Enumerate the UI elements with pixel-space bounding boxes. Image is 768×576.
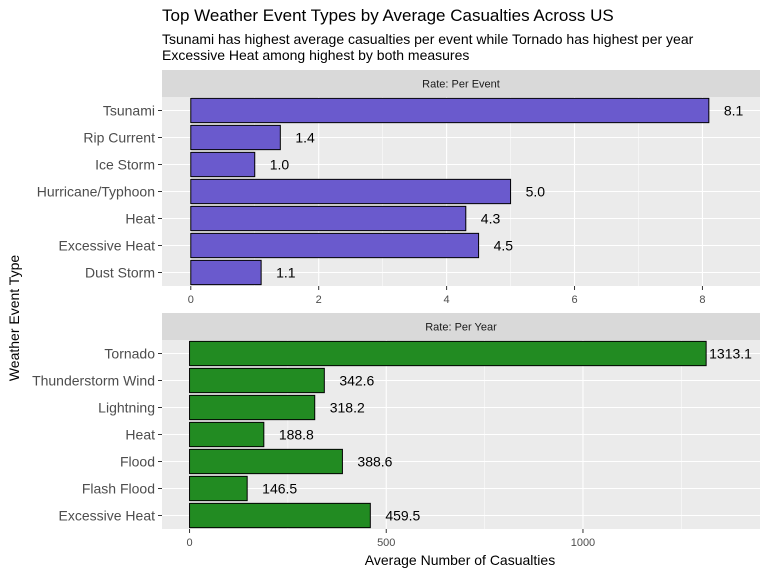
data-label: 459.5 bbox=[385, 508, 420, 524]
data-label: 1313.1 bbox=[709, 346, 752, 362]
category-label: Flash Flood bbox=[82, 481, 155, 497]
data-label: 342.6 bbox=[339, 373, 374, 389]
bar-6 bbox=[189, 475, 248, 502]
bar-6 bbox=[190, 232, 480, 259]
data-label: 1.4 bbox=[295, 130, 315, 146]
x-tick-label: 2 bbox=[316, 294, 322, 306]
category-label: Hurricane/Typhoon bbox=[37, 184, 155, 200]
x-tick-label: 1000 bbox=[571, 537, 595, 549]
category-label: Lightning bbox=[98, 400, 155, 416]
bar-5 bbox=[189, 448, 343, 475]
data-label: 5.0 bbox=[526, 184, 546, 200]
facet-strip bbox=[162, 313, 760, 340]
bar-3 bbox=[189, 394, 316, 421]
bar-7 bbox=[190, 259, 262, 286]
bar-1 bbox=[189, 340, 707, 367]
data-label: 1.0 bbox=[270, 157, 290, 173]
category-label: Dust Storm bbox=[85, 265, 155, 281]
bar-1 bbox=[190, 97, 710, 124]
facet-strip-label: Rate: Per Event bbox=[422, 79, 500, 91]
bar-7 bbox=[189, 502, 371, 529]
data-label: 4.5 bbox=[494, 238, 514, 254]
category-label: Tornado bbox=[104, 346, 155, 362]
category-label: Excessive Heat bbox=[59, 238, 156, 254]
chart-subtitle: Tsunami has highest average casualties p… bbox=[162, 31, 693, 63]
category-label: Excessive Heat bbox=[59, 508, 156, 524]
x-tick-label: 0 bbox=[186, 537, 192, 549]
bar-3 bbox=[190, 151, 256, 178]
data-label: 8.1 bbox=[724, 103, 744, 119]
facet-panel-1: Rate: Per Event 8.1 Tsunami 1.4 Rip Current 1… bbox=[37, 70, 760, 306]
facet-strip-label: Rate: Per Year bbox=[425, 322, 497, 334]
data-label: 188.8 bbox=[279, 427, 314, 443]
x-axis-title: Average Number of Casualties bbox=[364, 552, 556, 568]
x-tick-label: 0 bbox=[188, 294, 194, 306]
x-tick-label: 4 bbox=[444, 294, 450, 306]
subtitle-line-1: Tsunami has highest average casualties p… bbox=[162, 31, 694, 47]
category-label: Thunderstorm Wind bbox=[32, 373, 155, 389]
data-label: 1.1 bbox=[276, 265, 296, 281]
chart-title: Top Weather Event Types by Average Casua… bbox=[162, 6, 614, 25]
category-label: Flood bbox=[120, 454, 155, 470]
x-tick-label: 500 bbox=[377, 537, 395, 549]
subtitle-line-2: Excessive Heat among highest by both mea… bbox=[162, 47, 470, 63]
bar-2 bbox=[190, 124, 281, 151]
category-label: Heat bbox=[125, 211, 155, 227]
bar-2 bbox=[189, 367, 325, 394]
category-label: Heat bbox=[125, 427, 155, 443]
data-label: 4.3 bbox=[481, 211, 501, 227]
x-tick-label: 6 bbox=[571, 294, 577, 306]
bar-5 bbox=[190, 205, 467, 232]
bar-4 bbox=[189, 421, 265, 448]
bar-4 bbox=[190, 178, 512, 205]
data-label: 318.2 bbox=[330, 400, 365, 416]
x-tick-label: 8 bbox=[699, 294, 705, 306]
facet-strip bbox=[162, 70, 760, 97]
data-label: 146.5 bbox=[262, 481, 297, 497]
category-label: Ice Storm bbox=[95, 157, 155, 173]
data-label: 388.6 bbox=[357, 454, 392, 470]
category-label: Tsunami bbox=[103, 103, 155, 119]
facet-panel-2: Rate: Per Year 1313.1 Tornado 342.6 Thunders… bbox=[32, 313, 760, 549]
category-label: Rip Current bbox=[83, 130, 155, 146]
